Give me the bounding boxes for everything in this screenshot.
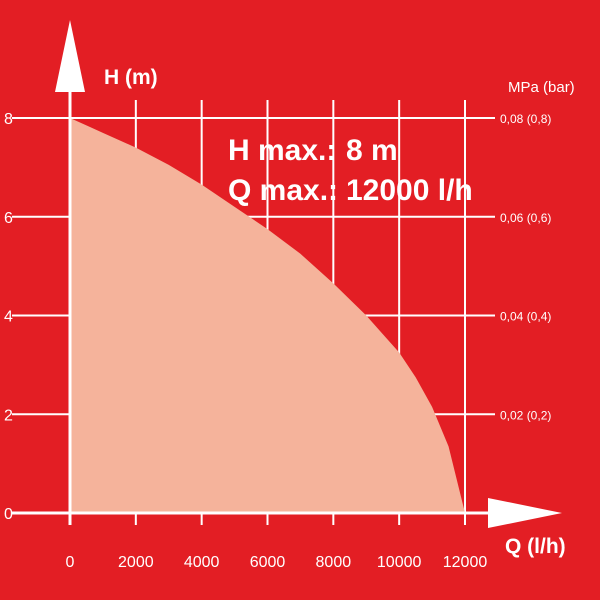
x-tick-label: 10000 <box>377 554 422 571</box>
y-tick-label: 0 <box>4 506 13 523</box>
y2-tick-label: 0,02 (0,2) <box>500 408 551 422</box>
y-tick-label: 8 <box>4 111 13 128</box>
y2-tick-label: 0,08 (0,8) <box>500 112 551 126</box>
x-axis-label: Q (l/h) <box>505 535 566 558</box>
axes <box>12 20 562 528</box>
qmax-label: Q max.: <box>228 174 338 207</box>
y2-axis-label: MPa (bar) <box>508 79 575 96</box>
x-tick-label: 6000 <box>250 554 286 571</box>
hmax-value: 8 m <box>346 134 398 167</box>
y-tick-labels: 0 2 4 6 8 <box>4 111 13 523</box>
hmax-label: H max.: <box>228 134 336 167</box>
y2-tick-labels: 0,02 (0,2) 0,04 (0,4) 0,06 (0,6) 0,08 (0,8) <box>500 112 551 422</box>
y2-tick-label: 0,06 (0,6) <box>500 211 551 225</box>
x-tick-label: 2000 <box>118 554 154 571</box>
x-tick-label: 4000 <box>184 554 220 571</box>
x-tick-labels: 0 2000 4000 6000 8000 10000 12000 <box>66 554 488 571</box>
y-axis-label: H (m) <box>104 66 158 89</box>
y2-tick-label: 0,04 (0,4) <box>500 310 551 324</box>
qmax-value: 12000 l/h <box>346 174 473 207</box>
y-tick-label: 2 <box>4 407 13 424</box>
x-tick-label: 8000 <box>316 554 352 571</box>
x-axis-arrow <box>488 498 562 528</box>
y-tick-label: 4 <box>4 309 13 326</box>
performance-curve-area <box>70 118 465 513</box>
y-tick-label: 6 <box>4 210 13 227</box>
y-axis-arrow <box>55 20 85 92</box>
x-tick-label: 12000 <box>443 554 488 571</box>
x-tick-label: 0 <box>66 554 75 571</box>
